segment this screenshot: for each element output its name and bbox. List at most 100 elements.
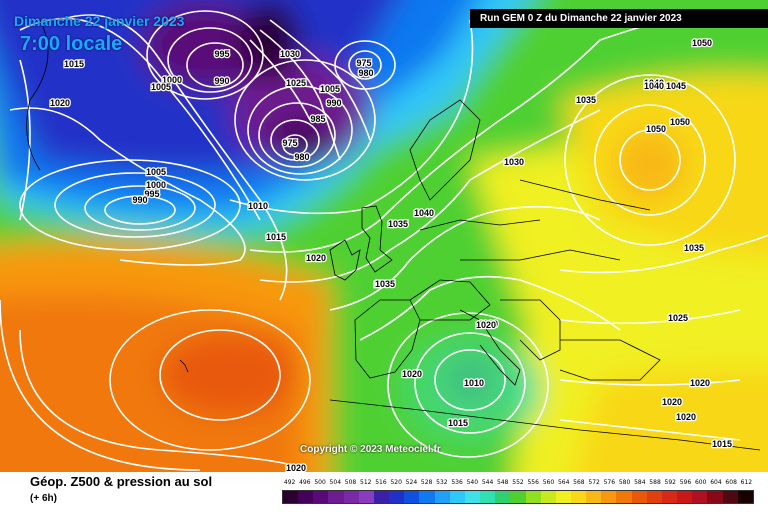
scale-label: 596 — [679, 479, 692, 486]
isobar-lines — [0, 9, 768, 471]
scale-label: 500 — [314, 479, 326, 486]
scale-swatch — [464, 491, 481, 503]
scale-label: 580 — [618, 479, 631, 486]
model-run-banner: Run GEM 0 Z du Dimanche 22 janvier 2023 — [470, 9, 768, 28]
isobar-label: 1040 — [644, 81, 664, 91]
isobar-labels: 9959901000103010251005985975980990975980… — [49, 37, 734, 472]
isobar-label: 990 — [214, 76, 229, 86]
isobar-label: 1050 — [646, 124, 666, 134]
color-scale-labels: 492 496 500 504 508 512 516 520 524 528 532 536 540 5… — [282, 479, 754, 489]
scale-swatch — [555, 491, 571, 503]
scale-swatch — [283, 491, 299, 503]
scale-label: 496 — [299, 479, 311, 486]
scale-swatch — [525, 491, 541, 503]
scale-label: 584 — [634, 479, 646, 486]
isobar-label: 1025 — [286, 78, 306, 88]
isobar-label: 1030 — [504, 157, 524, 167]
scale-label: 608 — [725, 479, 737, 486]
isobar-label: 975 — [282, 138, 297, 148]
isobar-label: 1010 — [248, 201, 268, 211]
scale-swatch — [449, 491, 465, 503]
scale-label: 520 — [390, 479, 402, 486]
scale-label: 612 — [740, 479, 753, 486]
scale-swatch — [707, 491, 723, 503]
isobar-label: 1020 — [402, 369, 422, 379]
isobar-label: 985 — [310, 114, 325, 124]
isobar-label: 1050 — [692, 38, 712, 48]
weather-map: 9959901000103010251005985975980990975980… — [0, 0, 768, 472]
isobar-label: 1020 — [676, 412, 696, 422]
scale-label: 588 — [649, 479, 661, 486]
scale-label: 544 — [481, 479, 494, 486]
scale-swatch — [722, 491, 738, 503]
scale-label: 564 — [557, 479, 570, 486]
copyright-notice: Copyright © 2023 Meteociel.fr — [300, 444, 441, 455]
scale-swatch — [343, 491, 359, 503]
isobar-label: 1015 — [448, 418, 468, 428]
geopotential-field — [0, 0, 768, 472]
scale-swatch — [373, 491, 390, 503]
isobar-label: 1005 — [146, 167, 166, 177]
isobar-label: 1000 — [146, 180, 166, 190]
scale-swatch — [616, 491, 632, 503]
scale-label: 572 — [588, 479, 600, 486]
scale-label: 560 — [542, 479, 555, 486]
scale-swatch — [737, 491, 753, 503]
scale-swatch — [358, 491, 374, 503]
scale-label: 600 — [694, 479, 707, 486]
isobar-label: 1035 — [374, 279, 394, 289]
scale-label: 508 — [344, 479, 357, 486]
coastlines — [26, 19, 761, 451]
isobar-label: 1035 — [684, 243, 704, 253]
scale-label: 492 — [283, 479, 296, 486]
isobar-label: 1020 — [478, 319, 498, 329]
isobar-label: 1020 — [662, 397, 682, 407]
scale-label: 604 — [710, 479, 722, 486]
isobar-label: 1020 — [306, 253, 326, 263]
scale-label: 552 — [512, 479, 524, 486]
isobar-label: 1025 — [668, 313, 688, 323]
scale-swatch — [677, 491, 693, 503]
scale-label: 528 — [420, 479, 433, 486]
scale-swatch — [661, 491, 678, 503]
isobar-label: 990 — [326, 98, 341, 108]
isobar-label: 1015 — [266, 232, 286, 242]
scale-swatch — [434, 491, 450, 503]
scale-swatch — [570, 491, 587, 503]
scale-swatch — [586, 491, 602, 503]
isobar-label: 1045 — [666, 81, 686, 91]
color-scale-bar — [282, 490, 754, 504]
scale-label: 516 — [375, 479, 387, 486]
isobar-label: 1035 — [388, 219, 408, 229]
isobar-label: 1010 — [464, 378, 484, 388]
scale-label: 532 — [436, 479, 448, 486]
forecast-time: 7:00 locale — [20, 33, 123, 55]
isobar-label: 1005 — [320, 84, 340, 94]
scale-swatch — [646, 491, 662, 503]
isobar-label: 975 — [356, 58, 371, 68]
isobar-label: 1035 — [375, 279, 395, 289]
scale-swatch — [404, 491, 420, 503]
isobar-label: 980 — [358, 68, 373, 78]
isobar-label: 1015 — [712, 439, 732, 449]
scale-swatch — [389, 491, 405, 503]
isobar-label: 1020 — [286, 463, 306, 472]
scale-label: 548 — [497, 479, 509, 486]
isobar-label: 1020 — [476, 320, 496, 330]
isobar-label: 1005 — [151, 82, 171, 92]
scale-swatch — [510, 491, 526, 503]
scale-swatch — [313, 491, 329, 503]
scale-swatch — [298, 491, 314, 503]
isobar-label: 1030 — [280, 49, 300, 59]
scale-swatch — [631, 491, 647, 503]
forecast-lead-time: (+ 6h) — [30, 493, 57, 504]
scale-label: 540 — [466, 479, 479, 486]
isobar-label: 1035 — [576, 95, 596, 105]
scale-label: 556 — [527, 479, 539, 486]
scale-label: 592 — [664, 479, 676, 486]
scale-swatch — [495, 491, 511, 503]
isobar-label: 1015 — [64, 59, 84, 69]
scale-swatch — [419, 491, 435, 503]
isobar-label: 995 — [144, 189, 159, 199]
